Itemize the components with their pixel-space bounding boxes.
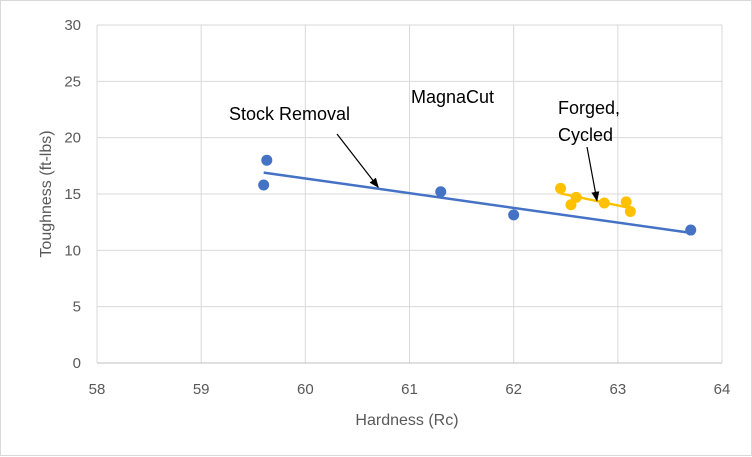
y-tick-label: 25 <box>64 73 81 90</box>
arrow-stock-removal <box>336 133 379 189</box>
point-stock-removal <box>435 186 447 198</box>
point-stock-removal <box>261 154 273 166</box>
point-forged-cycled <box>598 197 610 209</box>
point-forged-cycled <box>555 182 567 194</box>
point-forged-cycled <box>620 196 632 208</box>
y-tick-label: 15 <box>64 186 81 203</box>
x-tick-label: 63 <box>609 381 626 398</box>
x-axis-title: Hardness (Rc) <box>355 412 458 429</box>
annotation-forged-line2: Cycled <box>558 125 613 145</box>
y-tick-label: 30 <box>64 17 81 34</box>
x-tick-label: 64 <box>714 381 731 398</box>
annotation-forged-line1: Forged, <box>558 98 620 118</box>
data-series <box>258 154 697 236</box>
point-stock-removal <box>258 179 270 191</box>
point-forged-cycled <box>570 191 582 203</box>
point-forged-cycled <box>624 205 636 217</box>
y-tick-label: 0 <box>73 355 81 372</box>
x-tick-label: 58 <box>89 381 106 398</box>
y-axis-title: Toughness (ft-lbs) <box>38 130 55 257</box>
point-stock-removal <box>508 209 520 221</box>
axes: 58 59 60 61 62 63 64 0 5 10 15 20 25 30 <box>64 17 730 398</box>
y-tick-label: 10 <box>64 242 81 259</box>
annotations: Stock Removal MagnaCut Forged, Cycled <box>229 87 620 202</box>
y-tick-label: 20 <box>64 130 81 147</box>
point-stock-removal <box>685 224 697 236</box>
y-tick-label: 5 <box>73 299 81 316</box>
x-tick-label: 60 <box>297 381 314 398</box>
annotation-stock-removal: Stock Removal <box>229 104 350 124</box>
x-tick-label: 59 <box>193 381 210 398</box>
x-tick-label: 62 <box>505 381 522 398</box>
trendline-stock-removal <box>263 171 691 235</box>
annotation-magnacut: MagnaCut <box>411 87 494 107</box>
arrow-forged-cycled <box>586 146 600 202</box>
x-tick-label: 61 <box>401 381 418 398</box>
